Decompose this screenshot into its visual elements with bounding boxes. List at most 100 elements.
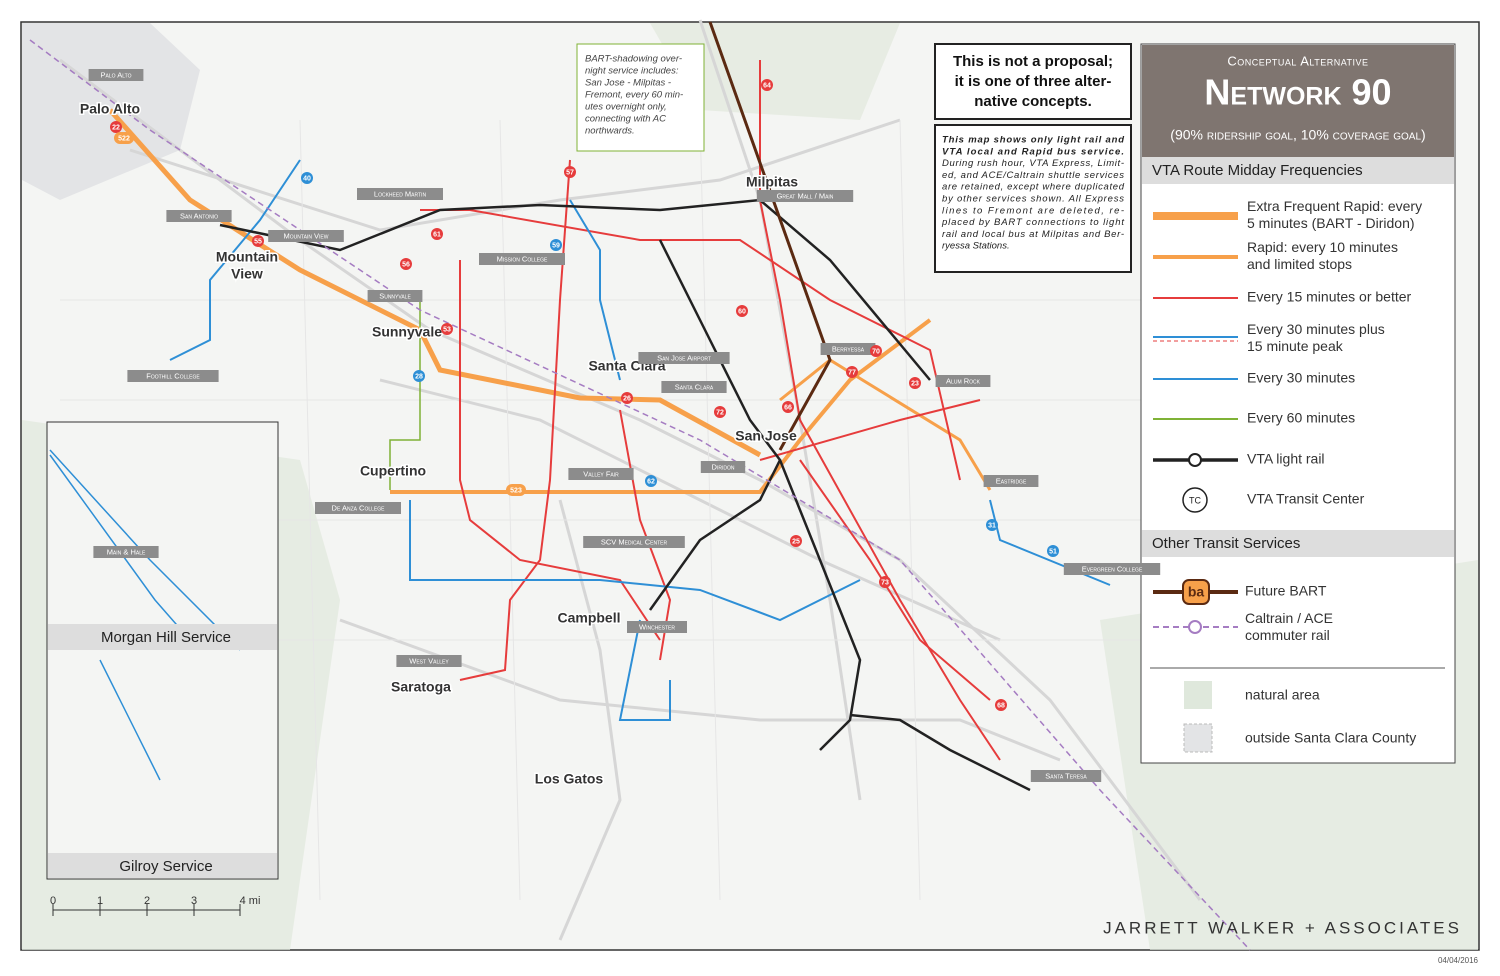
station-label: Alum Rock [946,376,981,385]
legend-label: Future BART [1245,583,1327,599]
route-badge-label: 31 [988,522,996,529]
route-badge-label: 53 [443,326,451,333]
note-line: lines to Fremont are deleted, re- [942,205,1124,216]
inset-header [48,624,277,650]
legend-label: Extra Frequent Rapid: every [1247,198,1422,214]
route-badge-label: 61 [433,231,441,238]
legend-label: Rapid: every 10 minutes [1247,239,1398,255]
route-badge [645,475,657,487]
route-badge [714,406,726,418]
route-badge-label: 72 [716,409,724,416]
route-badge-label: 73 [881,579,889,586]
route-badge-label: 40 [303,175,311,182]
legend-heading: VTA Route Midday Frequencies [1152,162,1363,179]
route-badge [252,235,264,247]
route-badge-label: 28 [415,373,423,380]
city-label: Milpitas [746,174,798,190]
route-badge-label: 68 [997,702,1005,709]
note-line: rail and local bus at Milpitas and Ber- [942,229,1124,240]
station-tag [166,210,232,222]
route-badge [110,121,122,133]
station-label: Lockheed Martin [374,189,427,198]
station-label: Great Mall / Main [777,191,834,200]
station-tag [1063,563,1161,575]
city-label: Sunnyvale [372,324,442,340]
route-badge [846,366,858,378]
legend-heading-bg [1142,157,1454,184]
station-label: Mission College [497,254,548,263]
map-date: 04/04/2016 [1438,956,1479,965]
subtitle: (90% ridership goal, 10% coverage goal) [1170,127,1425,143]
bart-note-line: BART-shadowing over- [585,54,682,65]
route-badge [1047,545,1059,557]
inset-title: Morgan Hill Service [101,629,231,646]
station-label: San Jose Airport [657,353,711,362]
inset-frame [46,421,279,880]
route-badge [621,392,633,404]
note-line: During rush hour, VTA Express, Limit- [942,158,1124,169]
city-label: Palo Alto [80,101,140,117]
inset-header [48,853,277,878]
station-tag [700,461,746,473]
station-label: Evergreen College [1082,564,1143,573]
bart-badge: ba [1188,584,1205,600]
route-badge [790,535,802,547]
scale-label: 3 [191,895,197,907]
legend-label: Every 30 minutes plus [1247,321,1385,337]
legend-label: Every 60 minutes [1247,410,1355,426]
station-tag [88,69,144,81]
note-line: by other services shown. All Express [942,194,1124,205]
bart-note-box [576,43,705,152]
station-label: Winchester [639,622,675,631]
legend-heading-bg [1142,530,1454,557]
legend-label: 5 minutes (BART - Diridon) [1247,215,1415,231]
note-line: ryessa Stations. [942,241,1010,252]
station-tag [315,502,401,514]
scale-label: 0 [50,895,56,907]
station-label: Valley Fair [583,469,619,478]
station-tag [583,536,685,548]
route-badge [736,305,748,317]
roads [59,19,1450,941]
city-label: Mountain [216,249,278,265]
station-tag [983,475,1039,487]
city-label: San Jose [735,428,797,444]
route-badge [879,576,891,588]
station-tag [93,546,159,558]
legend-heading: Other Transit Services [1152,535,1300,552]
station-label: Berryessa [832,344,865,353]
note-line: placed by BART connections to light [941,217,1124,228]
station-label: Santa Teresa [1045,771,1087,780]
legend-label: 15 minute peak [1247,338,1344,354]
route-badge-label: 523 [510,487,522,494]
legend-label: natural area [1245,687,1320,703]
legend-label: commuter rail [1245,627,1330,643]
route-badge [564,166,576,178]
disclaimer-line: This is not a proposal; [953,53,1113,70]
disclaimer-line: native concepts. [974,93,1092,110]
disclaimer-box [934,43,1132,120]
firm-name: JARRETT WALKER + ASSOCIATES [1103,918,1462,937]
route-badge-label: 57 [566,169,574,176]
route-badge [441,323,453,335]
scale-label: 4 mi [240,895,261,907]
legend-swatches [1150,212,1445,753]
bart-note-line: night service includes: [585,66,679,77]
legend-label: and limited stops [1247,256,1352,272]
title-kicker: Conceptual Alternative [1227,53,1368,68]
city-label: Cupertino [360,463,426,479]
natural-area [650,23,900,120]
station-tag [1030,770,1102,782]
route-badge-label: 25 [792,538,800,545]
route-badge [782,401,794,413]
route-badge-label: 62 [647,478,655,485]
station-tag [638,352,730,364]
station-label: Main & Hale [107,547,146,556]
note-line: This map shows only light rail and [942,135,1124,146]
route-badge [909,377,921,389]
legend-label: VTA light rail [1247,451,1325,467]
station-tag [357,188,443,200]
route-badge [870,345,882,357]
bart-note-line: northwards. [585,126,635,137]
city-label: Los Gatos [535,771,604,787]
